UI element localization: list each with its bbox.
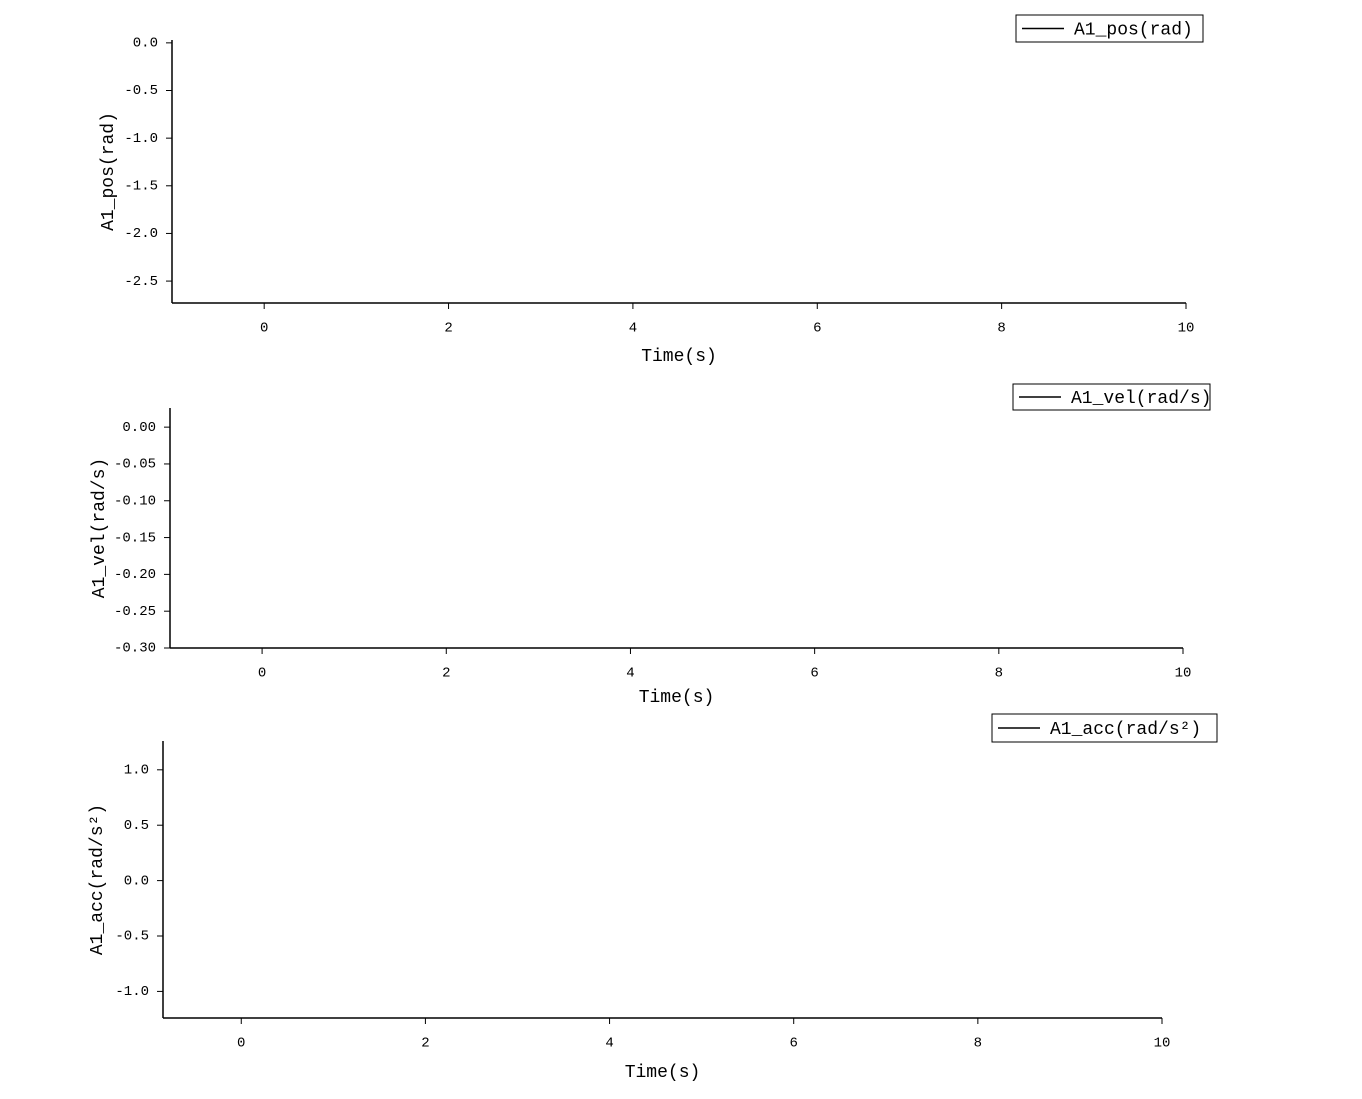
x-tick-label: 8 (995, 666, 1003, 682)
x-tick-label: 0 (260, 321, 268, 337)
x-tick-label: 10 (1154, 1036, 1171, 1052)
y-tick-label: -0.30 (114, 641, 156, 657)
legend-label: A1_pos(rad) (1074, 20, 1193, 40)
x-tick-label: 0 (258, 666, 266, 682)
y-tick-label: -2.0 (124, 226, 158, 242)
x-tick-label: 2 (442, 666, 450, 682)
y-axis-label: A1_acc(rad/s²) (88, 804, 108, 955)
x-axis-label: Time(s) (625, 1063, 701, 1083)
y-tick-label: -0.10 (114, 493, 156, 509)
y-tick-label: 0.5 (124, 818, 149, 834)
y-tick-label: -2.5 (124, 274, 158, 290)
x-tick-label: 2 (421, 1036, 429, 1052)
x-tick-label: 8 (974, 1036, 982, 1052)
y-tick-label: -0.5 (115, 929, 149, 945)
x-tick-label: 10 (1175, 666, 1192, 682)
x-tick-label: 4 (605, 1036, 613, 1052)
y-tick-label: -0.15 (114, 530, 156, 546)
y-tick-label: 1.0 (124, 763, 149, 779)
x-tick-label: 4 (626, 666, 634, 682)
y-tick-label: -1.0 (115, 984, 149, 1000)
x-tick-label: 6 (790, 1036, 798, 1052)
x-tick-label: 4 (629, 321, 637, 337)
x-axis-label: Time(s) (641, 347, 717, 367)
x-axis-label: Time(s) (639, 688, 715, 708)
y-tick-label: 0.0 (133, 36, 158, 52)
x-tick-label: 2 (444, 321, 452, 337)
x-tick-label: 6 (813, 321, 821, 337)
y-tick-label: 0.00 (122, 420, 156, 436)
y-tick-label: 0.0 (124, 873, 149, 889)
y-tick-label: -1.5 (124, 178, 158, 194)
x-tick-label: 0 (237, 1036, 245, 1052)
y-tick-label: -0.05 (114, 457, 156, 473)
legend-label: A1_acc(rad/s²) (1050, 720, 1201, 740)
x-tick-label: 10 (1178, 321, 1195, 337)
legend-label: A1_vel(rad/s) (1071, 389, 1211, 409)
y-axis-label: A1_pos(rad) (99, 112, 119, 231)
y-tick-label: -1.0 (124, 131, 158, 147)
y-axis-label: A1_vel(rad/s) (90, 458, 110, 598)
y-tick-label: -0.20 (114, 567, 156, 583)
y-tick-label: -0.25 (114, 604, 156, 620)
x-tick-label: 8 (997, 321, 1005, 337)
y-tick-label: -0.5 (124, 83, 158, 99)
x-tick-label: 6 (810, 666, 818, 682)
